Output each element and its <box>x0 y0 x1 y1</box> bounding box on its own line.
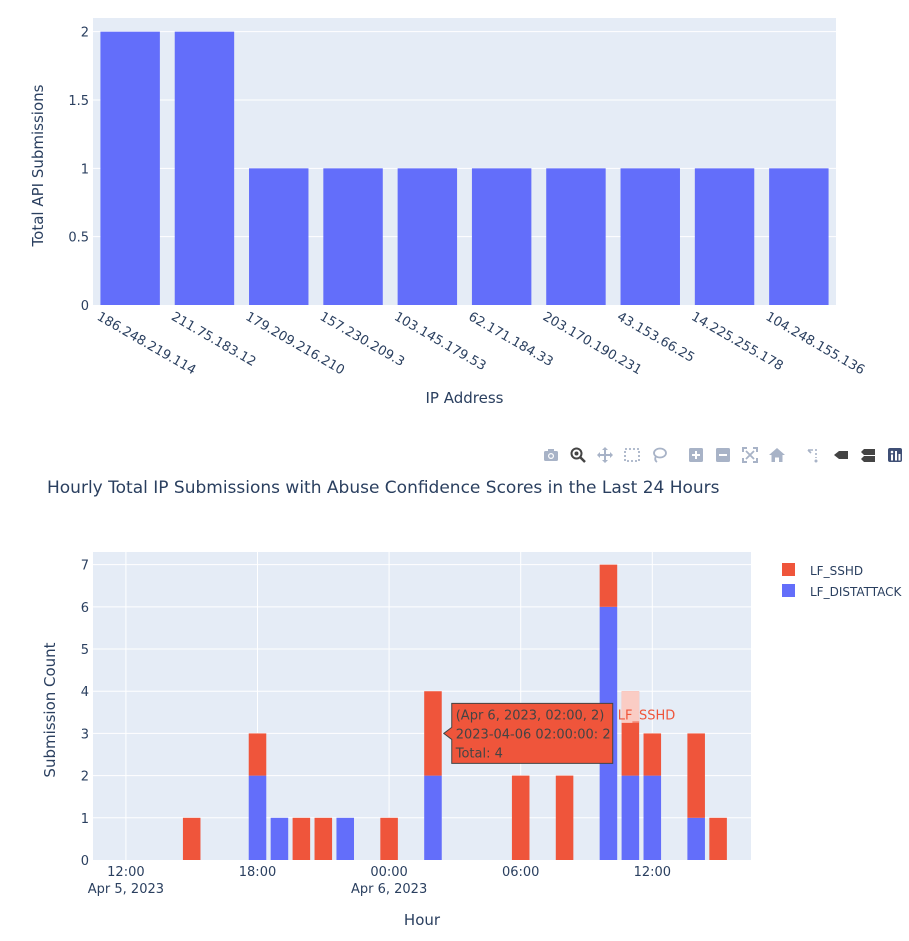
bar-lf-sshd[interactable] <box>424 691 442 776</box>
legend-label: LF_SSHD <box>810 564 863 578</box>
y-tick-label: 7 <box>81 559 89 574</box>
bar-lf-sshd[interactable] <box>511 775 530 860</box>
bar-14.225.255.178[interactable] <box>694 168 755 305</box>
y-tick-label: 1 <box>81 162 89 177</box>
bar-lf-sshd[interactable] <box>248 733 267 776</box>
bar-104.248.155.136[interactable] <box>769 168 829 305</box>
y-tick-label: 2 <box>81 770 89 785</box>
spike-lines-icon <box>806 449 817 463</box>
tooltip-line-3: Total: 4 <box>455 746 503 761</box>
y-tick-label: 6 <box>81 601 89 616</box>
zoom-in-icon <box>688 448 703 462</box>
zoom-out-icon <box>715 448 730 462</box>
bar-lf-distattack[interactable] <box>336 817 355 860</box>
x-tick-label: 18:00 <box>239 865 276 880</box>
legend-item-lf-sshd[interactable]: LF_SSHD <box>782 563 863 578</box>
bar-lf-sshd[interactable] <box>643 733 662 776</box>
bar-43.153.66.25[interactable] <box>620 168 680 305</box>
legend-swatch <box>782 563 795 576</box>
x-axis-title: IP Address <box>426 389 504 407</box>
plotly-logo-icon <box>887 448 902 462</box>
legend-label: LF_DISTATTACK <box>810 585 903 599</box>
tooltip-trace-name: LF_SSHD <box>618 708 676 723</box>
bar-211.75.183.12[interactable] <box>174 31 235 306</box>
bar-lf-distattack[interactable] <box>621 775 640 860</box>
y-tick-label: 1.5 <box>68 94 89 109</box>
bar-103.145.179.53[interactable] <box>397 168 458 305</box>
x-tick-label: 12:00 <box>634 865 671 880</box>
bar-lf-sshd[interactable] <box>380 817 398 860</box>
autoscale-button[interactable] <box>736 444 763 466</box>
hover-highlight <box>621 691 640 723</box>
y-tick-label: 5 <box>81 643 89 658</box>
zoom-button[interactable] <box>564 444 591 466</box>
bar-lf-sshd[interactable] <box>687 733 705 818</box>
y-axis-title: Total API Submissions <box>29 84 47 247</box>
bar-lf-distattack[interactable] <box>424 775 442 860</box>
hover-closest-button[interactable] <box>827 444 854 466</box>
ip-submissions-bar-chart: 00.511.52186.248.219.114211.75.183.12179… <box>29 18 867 407</box>
bar-lf-distattack[interactable] <box>270 817 289 860</box>
box-select-button[interactable] <box>618 444 645 466</box>
modebar <box>537 444 908 466</box>
bar-186.248.219.114[interactable] <box>100 31 160 306</box>
bar-62.171.184.33[interactable] <box>471 168 532 305</box>
legend-item-lf-distattack[interactable]: LF_DISTATTACK <box>782 584 903 599</box>
hover-closest-icon <box>833 451 848 459</box>
lasso-select-icon <box>652 447 667 463</box>
x-tick-label: 12:00 <box>107 865 144 880</box>
pan-button[interactable] <box>591 444 618 466</box>
plot-background <box>93 552 751 860</box>
hourly-submissions-stacked-bar-chart: 0 1 2 3 4 5 6 7 12:00 Apr 5, 2023 18:00 00:00 Apr 6,… <box>41 552 903 929</box>
x-axis-title: Hour <box>404 911 441 929</box>
box-select-icon <box>623 448 640 462</box>
x-tick-label: 00:00 <box>370 865 407 880</box>
lasso-select-button[interactable] <box>645 444 672 466</box>
bar-lf-sshd[interactable] <box>314 817 333 860</box>
plotly-logo-button[interactable] <box>881 444 908 466</box>
y-tick-label: 4 <box>81 685 89 700</box>
camera-button[interactable] <box>537 444 564 466</box>
zoom-icon <box>570 447 586 463</box>
tooltip-line-2: 2023-04-06 02:00:00: 2 <box>456 727 611 742</box>
y-tick-label: 2 <box>81 26 89 41</box>
reset-axes-icon <box>768 448 785 462</box>
bar-lf-distattack[interactable] <box>643 775 662 860</box>
zoom-out-button[interactable] <box>709 444 736 466</box>
bar-lf-sshd[interactable] <box>599 564 618 607</box>
hover-compare-icon <box>860 449 875 462</box>
x-tick-label: 06:00 <box>502 865 539 880</box>
y-axis-title: Submission Count <box>41 642 59 777</box>
pan-icon <box>596 447 613 463</box>
camera-icon <box>543 449 558 461</box>
spike-lines-button[interactable] <box>800 444 827 466</box>
y-tick-label: 1 <box>81 812 89 827</box>
reset-axes-button[interactable] <box>763 444 790 466</box>
bar-157.230.209.3[interactable] <box>323 168 383 305</box>
hover-tooltip: (Apr 6, 2023, 02:00, 2) 2023-04-06 02:00:… <box>442 702 676 764</box>
bar-203.170.190.231[interactable] <box>546 168 606 305</box>
bar-lf-sshd[interactable] <box>292 817 311 860</box>
y-tick-label: 0 <box>81 854 89 869</box>
bar-lf-distattack[interactable] <box>248 775 267 860</box>
tooltip-line-1: (Apr 6, 2023, 02:00, 2) <box>456 708 605 723</box>
bar-179.209.216.210[interactable] <box>249 168 309 305</box>
tooltip-box <box>442 702 614 764</box>
y-tick-label: 0.5 <box>68 231 89 246</box>
x-tick-date-label: Apr 6, 2023 <box>351 882 427 897</box>
x-tick-date-label: Apr 5, 2023 <box>88 882 164 897</box>
y-tick-label: 3 <box>81 727 89 742</box>
chart2-title: Hourly Total IP Submissions with Abuse C… <box>47 478 720 498</box>
bar-lf-distattack[interactable] <box>687 817 705 860</box>
bar-lf-sshd[interactable] <box>182 817 201 860</box>
bar-lf-sshd[interactable] <box>709 817 727 860</box>
legend-swatch <box>782 584 795 597</box>
autoscale-icon <box>741 447 758 463</box>
zoom-in-button[interactable] <box>682 444 709 466</box>
y-tick-label: 0 <box>81 299 89 314</box>
bar-lf-sshd[interactable] <box>555 775 574 860</box>
hover-compare-button[interactable] <box>854 444 881 466</box>
